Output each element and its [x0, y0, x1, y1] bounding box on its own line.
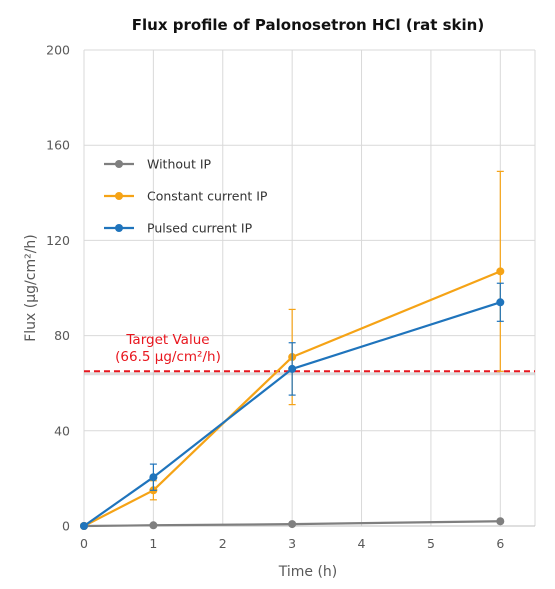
x-tick-label: 1 [149, 536, 157, 551]
legend-swatch-marker [115, 224, 123, 232]
y-tick-label: 80 [54, 328, 70, 343]
y-tick-label: 160 [46, 138, 70, 153]
legend-swatch-marker [115, 160, 123, 168]
x-tick-label: 3 [288, 536, 296, 551]
y-axis-label: Flux (µg/cm²/h) [23, 234, 39, 342]
data-point [288, 364, 297, 373]
legend-label: Pulsed current IP [147, 221, 253, 236]
x-tick-label: 2 [219, 536, 227, 551]
axis-ticks: 0 40 80 120 160 200 0 1 2 3 4 5 6 [46, 43, 504, 552]
y-tick-label: 200 [46, 43, 70, 58]
legend-item: Pulsed current IP [104, 221, 253, 236]
target-value-label: Target Value [125, 332, 209, 348]
x-tick-label: 5 [427, 536, 435, 551]
series-group [80, 170, 505, 530]
x-tick-label: 6 [496, 536, 504, 551]
grid-lines [83, 49, 536, 527]
data-point [80, 522, 88, 530]
reference-line-group [84, 370, 535, 376]
data-point [149, 473, 158, 482]
legend-label: Without IP [147, 157, 212, 172]
data-point [496, 267, 505, 276]
x-axis-label: Time (h) [278, 564, 338, 580]
x-tick-label: 4 [358, 536, 366, 551]
data-point [288, 520, 297, 529]
data-point [496, 298, 505, 307]
series-line [83, 301, 501, 527]
data-point [496, 517, 505, 526]
y-tick-label: 120 [46, 233, 70, 248]
legend-swatch-marker [115, 192, 123, 200]
legend-item: Without IP [104, 157, 212, 172]
y-tick-label: 0 [62, 519, 70, 534]
data-point [149, 521, 158, 530]
series-pulsed-current-ip [80, 282, 505, 530]
y-tick-label: 40 [54, 423, 70, 438]
target-value-sublabel: (66.5 µg/cm²/h) [115, 349, 221, 365]
legend-label: Constant current IP [147, 189, 268, 204]
legend-item: Constant current IP [104, 189, 268, 204]
series-line [83, 520, 501, 528]
legend: Without IP Constant current IP Pulsed curr… [104, 157, 268, 236]
chart-title: Flux profile of Palonosetron HCl (rat sk… [132, 16, 484, 34]
x-tick-label: 0 [80, 536, 88, 551]
